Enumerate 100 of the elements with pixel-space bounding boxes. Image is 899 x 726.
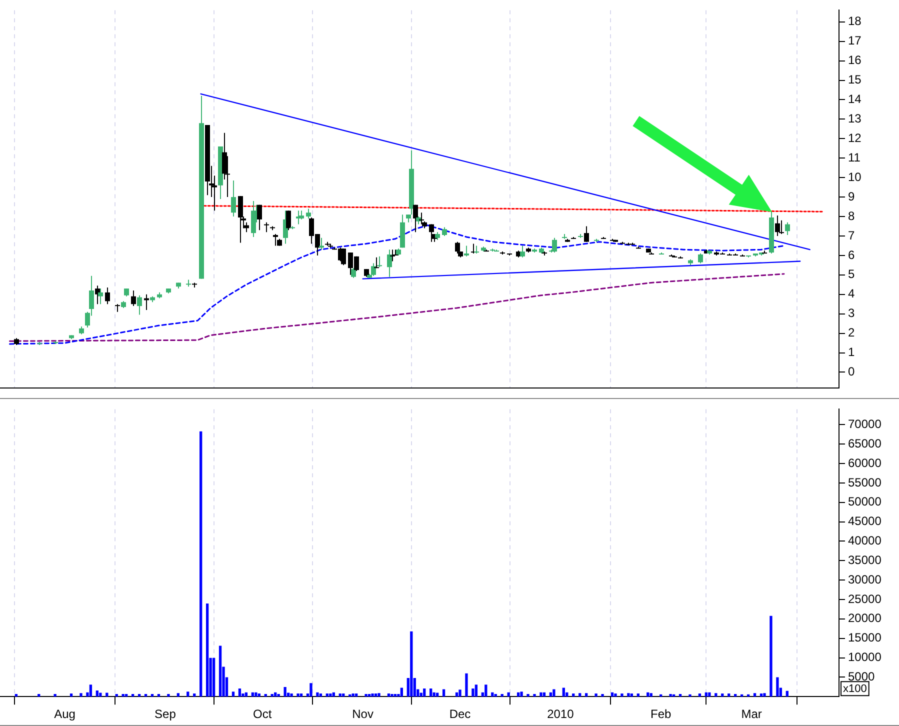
bar bbox=[708, 692, 711, 697]
bar bbox=[458, 690, 462, 697]
y-tick-label: 65000 bbox=[848, 436, 882, 450]
y-tick-label: 55000 bbox=[848, 475, 882, 490]
bar bbox=[371, 694, 374, 697]
candlestick bbox=[351, 268, 356, 278]
y-tick-label: 15 bbox=[848, 72, 862, 87]
bar bbox=[763, 693, 766, 697]
bar bbox=[698, 694, 702, 697]
bar bbox=[721, 694, 724, 697]
bar bbox=[526, 694, 530, 697]
bar bbox=[753, 693, 756, 697]
y-tick-label: 4 bbox=[848, 286, 855, 301]
bar bbox=[472, 688, 474, 697]
y-tick-label: 0 bbox=[848, 364, 855, 379]
bar bbox=[218, 646, 222, 697]
bar bbox=[290, 694, 293, 697]
y-tick-label: 17 bbox=[848, 34, 862, 48]
bar bbox=[193, 694, 196, 697]
bar bbox=[374, 694, 378, 697]
bar bbox=[167, 694, 170, 697]
y-tick-label: 3 bbox=[848, 306, 855, 320]
bar bbox=[319, 694, 322, 697]
x-tick-label: Feb bbox=[650, 707, 672, 722]
bar bbox=[714, 693, 718, 697]
y-tick-label: 45000 bbox=[848, 514, 882, 528]
bar bbox=[378, 693, 380, 697]
x-tick-label: Nov bbox=[352, 707, 374, 722]
bar bbox=[326, 694, 329, 697]
bar bbox=[387, 694, 390, 697]
bar bbox=[423, 688, 426, 697]
y-tick-label: 14 bbox=[848, 92, 862, 106]
y-tick-label: 12 bbox=[848, 130, 862, 145]
bar bbox=[258, 694, 260, 697]
candlestick bbox=[286, 210, 291, 231]
x-tick-label: Aug bbox=[54, 707, 76, 722]
bar bbox=[342, 694, 345, 697]
candlestick bbox=[341, 248, 346, 266]
bar bbox=[410, 631, 413, 697]
bar bbox=[338, 694, 342, 697]
bar bbox=[728, 694, 730, 697]
candlestick bbox=[520, 245, 525, 258]
bar bbox=[70, 694, 73, 697]
y-tick-label: 15000 bbox=[848, 630, 882, 645]
y-tick-label: 7 bbox=[848, 228, 855, 242]
y-tick-label: 16 bbox=[848, 53, 862, 68]
bar bbox=[465, 673, 468, 697]
candlestick bbox=[319, 237, 324, 250]
bar bbox=[540, 692, 542, 697]
y-tick-label: 30000 bbox=[848, 572, 882, 586]
bar bbox=[212, 658, 216, 697]
bar bbox=[552, 689, 556, 697]
x-tick-label: Sep bbox=[154, 707, 176, 722]
candlestick bbox=[775, 215, 780, 236]
bar bbox=[432, 692, 436, 697]
y-tick-label: 6 bbox=[848, 248, 855, 262]
bar bbox=[80, 693, 82, 697]
y-tick-label: 8 bbox=[848, 208, 855, 223]
bar bbox=[96, 690, 99, 697]
bar bbox=[430, 688, 432, 697]
y-tick-label: 1 bbox=[848, 345, 855, 360]
y-tick-label: 20000 bbox=[848, 611, 882, 626]
bar bbox=[310, 683, 312, 697]
y-tick-label: 10 bbox=[848, 170, 862, 184]
bar bbox=[238, 688, 242, 697]
line-series bbox=[8, 273, 785, 342]
y-tick-label: 5 bbox=[848, 267, 855, 282]
y-tick-label: 60000 bbox=[848, 456, 882, 470]
bar bbox=[650, 693, 652, 697]
candlestick bbox=[584, 226, 589, 242]
bar bbox=[776, 677, 779, 697]
bar bbox=[562, 688, 565, 697]
bar bbox=[669, 694, 672, 697]
candlestick bbox=[464, 245, 469, 257]
y-tick-label: 10000 bbox=[848, 650, 882, 664]
bar bbox=[300, 694, 303, 697]
candlestick bbox=[273, 234, 278, 246]
y-tick-label: 13 bbox=[848, 112, 862, 126]
bar bbox=[688, 694, 692, 697]
bar bbox=[176, 693, 180, 697]
x-tick-label: Dec bbox=[449, 707, 471, 722]
candlestick bbox=[98, 288, 103, 305]
x-tick-label: Oct bbox=[253, 707, 272, 722]
bar bbox=[400, 688, 404, 697]
bar bbox=[630, 694, 634, 697]
bar bbox=[355, 694, 358, 697]
candlestick bbox=[264, 222, 269, 233]
bar bbox=[296, 694, 300, 697]
bar bbox=[364, 694, 368, 697]
y-tick-label: 70000 bbox=[848, 417, 882, 432]
bar bbox=[786, 690, 788, 697]
candlestick bbox=[131, 290, 136, 307]
y-tick-label: 9 bbox=[848, 189, 855, 204]
y-tick-label: 2 bbox=[848, 326, 855, 340]
x-tick-label: 2010 bbox=[547, 707, 574, 722]
bar bbox=[770, 616, 772, 697]
bar bbox=[601, 694, 604, 697]
bar bbox=[316, 692, 319, 697]
bar bbox=[620, 694, 624, 697]
bar bbox=[390, 694, 394, 697]
